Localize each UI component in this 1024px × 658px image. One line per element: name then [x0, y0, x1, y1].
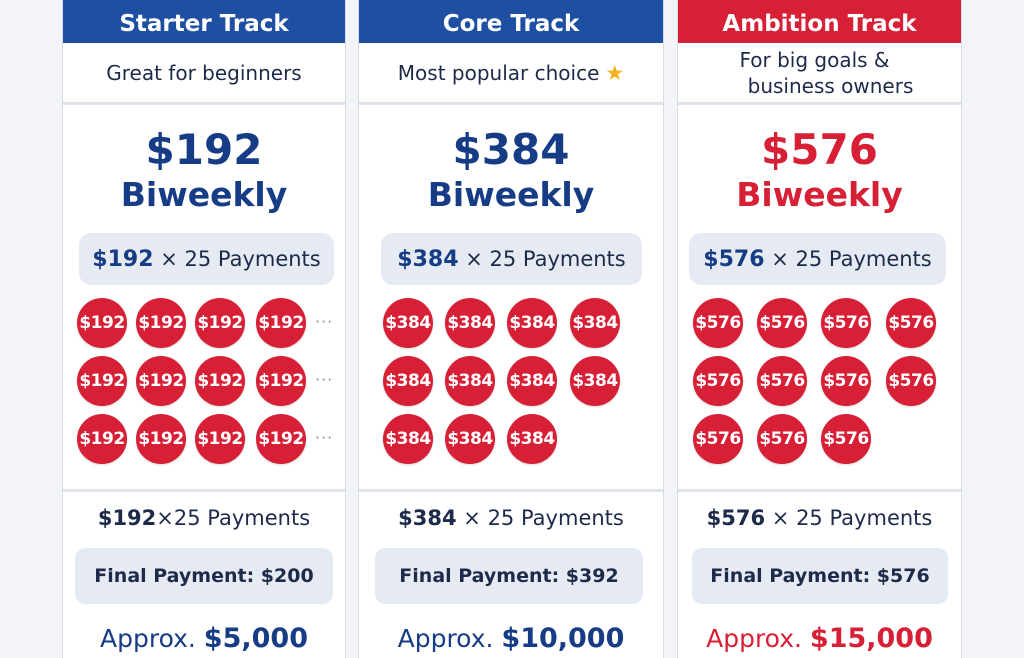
plan-frequency: Biweekly [736, 175, 903, 214]
approx-label: Approx. [397, 624, 494, 653]
plan-frequency: Biweekly [120, 175, 288, 214]
pill-count: × 25 Payments [771, 247, 932, 271]
payment-summary: $192×25 Payments [63, 506, 345, 530]
plan-frequency: Biweekly [427, 175, 595, 214]
plan-name: Ambition Track [722, 11, 917, 37]
payment-coin: $576 [821, 414, 871, 464]
payment-coin: $192 [77, 356, 127, 406]
pill-count: × 25 Payments [465, 247, 626, 271]
approx-label: Approx. [100, 624, 196, 653]
payment-coin: $384 [507, 298, 557, 348]
approx-value: $10,000 [501, 623, 625, 654]
summary-count: × 25 Payments [463, 506, 624, 530]
final-payment-box: Final Payment: $576 [692, 548, 948, 604]
payment-coin: $576 [821, 356, 871, 406]
payment-coin: $384 [445, 298, 495, 348]
summary-amount: $576 [706, 506, 766, 530]
payment-coin: $576 [886, 356, 936, 406]
pill-amount: $384 [397, 246, 459, 272]
final-payment-text: Final Payment: $576 [710, 565, 930, 587]
payment-coin: $384 [570, 298, 620, 348]
plan-card-core: Core Track Most popular choice ★ $384 Biw… [358, 0, 664, 658]
payment-coin: $192 [256, 356, 306, 406]
plan-card-ambition: Ambition Track For big goals & business … [677, 0, 962, 658]
pill-amount: $576 [703, 246, 765, 272]
payment-coin: $576 [886, 298, 936, 348]
pill-count: × 25 Payments [160, 247, 321, 271]
payment-coin: $576 [757, 298, 807, 348]
approx-label: Approx. [706, 624, 802, 653]
summary-count: × 25 Payments [771, 506, 933, 530]
payment-pill: $384 × 25 Payments [381, 233, 642, 285]
plan-tagline-text: Great for beginners [106, 60, 302, 85]
plan-price: $384 [452, 125, 570, 174]
plan-header: Core Track [359, 0, 663, 43]
payment-coin: $192 [136, 356, 186, 406]
approx-value: $5,000 [203, 623, 308, 654]
summary-amount: $384 [398, 506, 457, 530]
payment-summary: $576 × 25 Payments [678, 506, 961, 530]
payment-coin: $384 [383, 298, 433, 348]
plan-tagline: Great for beginners [63, 43, 345, 105]
ellipsis-icon: ··· [315, 312, 334, 331]
ellipsis-icon: ··· [315, 428, 334, 447]
star-icon: ★ [605, 60, 625, 85]
payment-coin: $192 [136, 414, 186, 464]
pill-amount: $192 [92, 246, 154, 272]
payment-coin: $576 [821, 298, 871, 348]
plan-tagline-line2: business owners [747, 73, 914, 98]
payment-pill: $192 × 25 Payments [79, 233, 334, 285]
plan-tagline-text: Most popular choice [397, 60, 600, 85]
plan-name: Starter Track [119, 11, 289, 37]
payment-coin: $384 [507, 414, 557, 464]
payment-coin: $576 [757, 414, 807, 464]
payment-coin: $192 [256, 298, 306, 348]
plan-tagline: Most popular choice ★ [359, 43, 663, 105]
payment-coin: $576 [757, 356, 807, 406]
payment-coin: $384 [445, 356, 495, 406]
plan-tagline: For big goals & business owners [678, 43, 961, 105]
payment-coin: $384 [570, 356, 620, 406]
payment-coin: $192 [256, 414, 306, 464]
approx-total: Approx. $15,000 [678, 622, 961, 656]
payment-coin: $384 [383, 414, 433, 464]
payment-coin: $192 [195, 298, 245, 348]
payment-coin: $192 [77, 298, 127, 348]
section-divider [678, 489, 961, 492]
payment-coin: $576 [693, 356, 743, 406]
final-payment-box: Final Payment: $200 [75, 548, 333, 604]
payment-coin: $192 [195, 414, 245, 464]
payment-coin: $576 [693, 414, 743, 464]
summary-count: ×25 Payments [156, 506, 311, 530]
plan-header: Ambition Track [678, 0, 961, 43]
section-divider [359, 489, 663, 492]
payment-pill: $576 × 25 Payments [689, 233, 946, 285]
summary-amount: $192 [97, 506, 157, 530]
final-payment-text: Final Payment: $200 [94, 565, 314, 587]
payment-summary: $384 × 25 Payments [359, 506, 663, 530]
final-payment-box: Final Payment: $392 [375, 548, 643, 604]
payment-coin: $576 [693, 298, 743, 348]
payment-coin: $192 [136, 298, 186, 348]
approx-value: $15,000 [809, 623, 933, 654]
plan-price: $576 [761, 125, 878, 174]
payment-coin: $384 [507, 356, 557, 406]
payment-coin: $192 [77, 414, 127, 464]
plan-card-starter: Starter Track Great for beginners $192 B… [62, 0, 346, 658]
section-divider [63, 489, 345, 492]
plan-name: Core Track [442, 11, 580, 37]
approx-total: Approx. $10,000 [359, 622, 663, 656]
payment-coin: $384 [383, 356, 433, 406]
final-payment-text: Final Payment: $392 [399, 565, 619, 587]
approx-total: Approx. $5,000 [63, 622, 345, 656]
payment-coin: $192 [195, 356, 245, 406]
plan-tagline-line1: For big goals & [739, 47, 890, 72]
ellipsis-icon: ··· [315, 370, 334, 389]
payment-coin: $384 [445, 414, 495, 464]
plan-header: Starter Track [63, 0, 345, 43]
plan-price: $192 [145, 125, 263, 174]
